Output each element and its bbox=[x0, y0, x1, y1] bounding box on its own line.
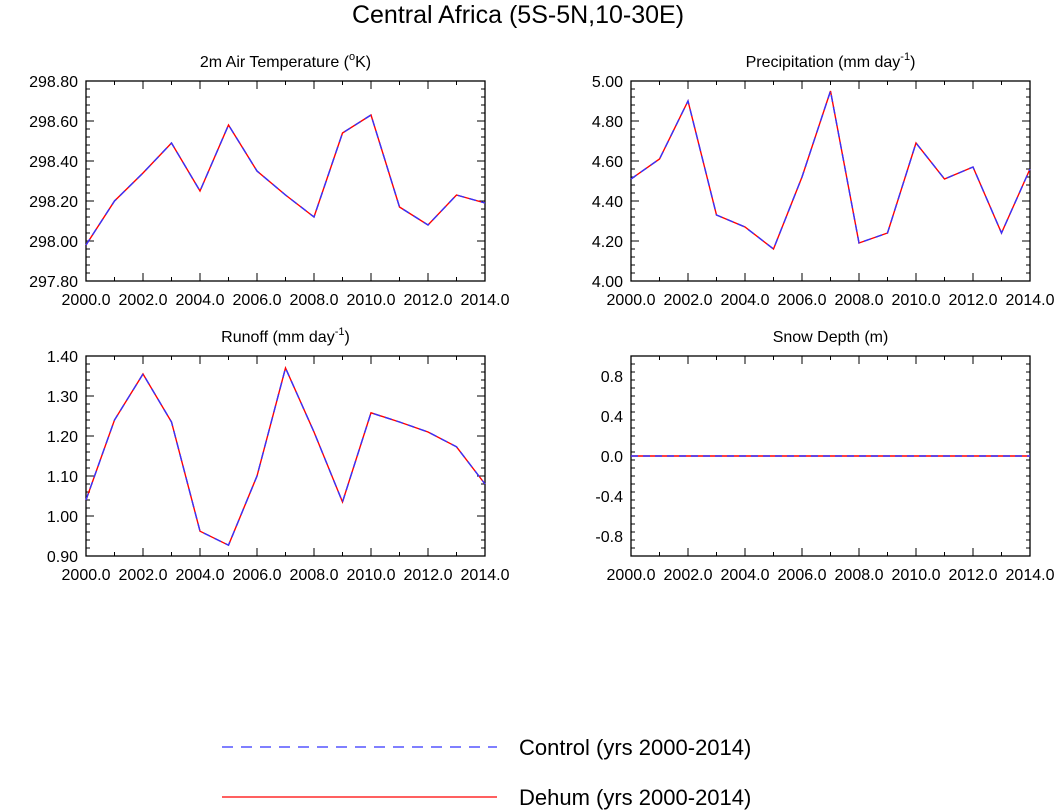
x-tick-label: 2014.0 bbox=[1006, 292, 1055, 309]
plot-frame bbox=[85, 355, 486, 557]
x-tick-label: 2004.0 bbox=[176, 292, 225, 309]
y-tick-label: -0.4 bbox=[595, 489, 623, 506]
panel-title: Runoff (mm day-1) bbox=[221, 326, 350, 346]
series-line-control bbox=[85, 113, 486, 246]
y-tick-label: 298.60 bbox=[29, 114, 78, 131]
y-tick-label: 4.40 bbox=[592, 194, 623, 211]
x-tick-label: 2010.0 bbox=[347, 567, 396, 584]
series-line-dehum bbox=[85, 113, 486, 246]
y-tick-label: 1.30 bbox=[47, 389, 78, 406]
y-tick-label: 4.00 bbox=[592, 274, 623, 291]
panel-title: Precipitation (mm day-1) bbox=[746, 51, 916, 71]
x-tick-label: 2004.0 bbox=[721, 292, 770, 309]
x-tick-label: 2000.0 bbox=[62, 567, 111, 584]
y-tick-label: 0.90 bbox=[47, 549, 78, 566]
y-tick-label: 0.4 bbox=[601, 409, 623, 426]
y-tick-label: 4.60 bbox=[592, 154, 623, 171]
legend: Control (yrs 2000-2014) Dehum (yrs 2000-… bbox=[222, 735, 751, 810]
x-tick-label: 2012.0 bbox=[949, 292, 998, 309]
x-tick-label: 2008.0 bbox=[290, 567, 339, 584]
y-tick-label: 4.20 bbox=[592, 234, 623, 251]
x-tick-label: 2006.0 bbox=[778, 292, 827, 309]
panel-title: 2m Air Temperature (oK) bbox=[200, 51, 371, 71]
panels: 2m Air Temperature (oK) 2000.0 2002.0 2004.… bbox=[29, 51, 1055, 584]
y-tick-label: 297.80 bbox=[29, 274, 78, 291]
x-tick-label: 2014.0 bbox=[461, 292, 510, 309]
x-tick-label: 2000.0 bbox=[62, 292, 111, 309]
x-tick-label: 2006.0 bbox=[233, 567, 282, 584]
panel-0: 2m Air Temperature (oK) 2000.0 2002.0 2004.… bbox=[29, 51, 510, 309]
x-tick-label: 2006.0 bbox=[778, 567, 827, 584]
x-tick-label: 2000.0 bbox=[607, 292, 656, 309]
y-tick-label: 298.20 bbox=[29, 194, 78, 211]
x-tick-label: 2006.0 bbox=[233, 292, 282, 309]
panel-title: Snow Depth (m) bbox=[773, 329, 889, 346]
series-line-control bbox=[630, 90, 1031, 251]
x-tick-label: 2004.0 bbox=[721, 567, 770, 584]
x-tick-label: 2002.0 bbox=[119, 292, 168, 309]
y-tick-label: 1.20 bbox=[47, 429, 78, 446]
x-tick-label: 2008.0 bbox=[835, 567, 884, 584]
panel-1: Precipitation (mm day-1) 2000.0 2002.0 2004… bbox=[592, 51, 1055, 309]
x-tick-label: 2014.0 bbox=[461, 567, 510, 584]
panel-2: Runoff (mm day-1) 2000.0 2002.0 2004.0 2006.… bbox=[47, 326, 510, 584]
x-tick-label: 2004.0 bbox=[176, 567, 225, 584]
y-tick-label: 0.8 bbox=[601, 369, 623, 386]
series-line-control bbox=[85, 365, 486, 547]
plot-frame bbox=[85, 80, 486, 282]
y-tick-label: 5.00 bbox=[592, 74, 623, 91]
y-tick-label: -0.8 bbox=[595, 529, 623, 546]
x-tick-label: 2012.0 bbox=[404, 567, 453, 584]
x-tick-label: 2002.0 bbox=[664, 292, 713, 309]
x-tick-label: 2010.0 bbox=[892, 292, 941, 309]
x-tick-label: 2012.0 bbox=[949, 567, 998, 584]
x-tick-label: 2008.0 bbox=[290, 292, 339, 309]
x-tick-label: 2012.0 bbox=[404, 292, 453, 309]
y-tick-label: 1.10 bbox=[47, 469, 78, 486]
figure-title: Central Africa (5S-5N,10-30E) bbox=[352, 1, 684, 29]
y-tick-label: 4.80 bbox=[592, 114, 623, 131]
y-tick-label: 298.00 bbox=[29, 234, 78, 251]
y-tick-label: 1.40 bbox=[47, 349, 78, 366]
y-tick-label: 0.0 bbox=[601, 449, 623, 466]
x-tick-label: 2010.0 bbox=[347, 292, 396, 309]
legend-label-control: Control (yrs 2000-2014) bbox=[519, 735, 751, 760]
y-tick-label: 298.80 bbox=[29, 74, 78, 91]
y-tick-label: 298.40 bbox=[29, 154, 78, 171]
panel-3: Snow Depth (m) 2000.0 2002.0 2004.0 2006.0 20… bbox=[595, 329, 1054, 584]
legend-label-dehum: Dehum (yrs 2000-2014) bbox=[519, 785, 751, 810]
series-line-dehum bbox=[85, 365, 486, 547]
x-tick-label: 2002.0 bbox=[119, 567, 168, 584]
x-tick-label: 2000.0 bbox=[607, 567, 656, 584]
x-tick-label: 2002.0 bbox=[664, 567, 713, 584]
x-tick-label: 2010.0 bbox=[892, 567, 941, 584]
y-tick-label: 1.00 bbox=[47, 509, 78, 526]
x-tick-label: 2008.0 bbox=[835, 292, 884, 309]
x-tick-label: 2014.0 bbox=[1006, 567, 1055, 584]
